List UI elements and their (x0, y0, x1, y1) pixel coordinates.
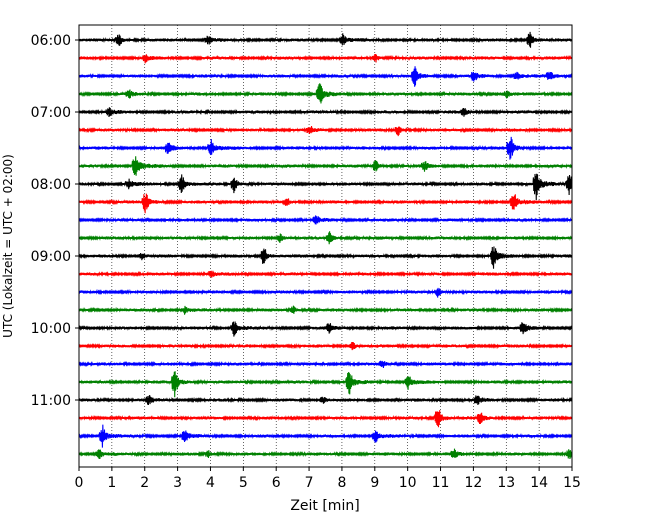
trace-row-0 (78, 31, 573, 48)
x-axis-ticks: 0 1 2 3 4 5 6 7 8 9 10 11 12 13 14 15 (75, 467, 581, 491)
trace-row-21 (78, 410, 573, 428)
y-tick-label-0: 06:00 (31, 33, 71, 49)
x-tick-label-9: 9 (370, 475, 379, 491)
x-tick-label-2: 2 (140, 475, 149, 491)
trace-row-13 (78, 270, 573, 278)
trace-row-12 (78, 246, 573, 269)
x-tick-label-4: 4 (206, 475, 215, 491)
x-tick-label-7: 7 (305, 475, 314, 491)
x-tick-label-15: 15 (563, 475, 581, 491)
x-tick-label-1: 1 (107, 475, 116, 491)
trace-row-7 (78, 156, 573, 176)
trace-row-19 (78, 371, 573, 398)
y-tick-label-5: 11:00 (31, 393, 71, 409)
x-tick-label-0: 0 (75, 475, 84, 491)
x-tick-label-13: 13 (497, 475, 515, 491)
trace-row-6 (78, 136, 573, 160)
trace-row-22 (78, 424, 573, 448)
trace-row-20 (78, 395, 573, 406)
x-tick-label-5: 5 (239, 475, 248, 491)
trace-row-10 (78, 215, 573, 225)
x-axis-label: Zeit [min] (290, 498, 359, 514)
y-axis-ticks: 06:00 07:00 08:00 09:00 10:00 11:00 (31, 33, 79, 409)
trace-row-9 (78, 193, 573, 214)
x-tick-label-3: 3 (173, 475, 182, 491)
y-tick-label-4: 10:00 (31, 321, 71, 337)
x-tick-label-12: 12 (464, 475, 482, 491)
trace-row-14 (78, 287, 573, 298)
y-tick-label-3: 09:00 (31, 249, 71, 265)
x-tick-label-8: 8 (337, 475, 346, 491)
trace-row-8 (78, 173, 573, 201)
x-tick-label-14: 14 (530, 475, 548, 491)
trace-row-15 (78, 305, 573, 315)
y-tick-label-1: 07:00 (31, 105, 71, 121)
trace-row-11 (78, 231, 573, 245)
x-tick-label-11: 11 (432, 475, 450, 491)
x-tick-label-10: 10 (399, 475, 417, 491)
trace-row-5 (78, 125, 573, 137)
trace-row-4 (78, 107, 573, 118)
y-axis-label: UTC (Lokalzeit = UTC + 02:00) (1, 154, 15, 338)
trace-rows (78, 31, 573, 460)
trace-row-23 (78, 448, 573, 460)
plot-frame (78, 24, 573, 468)
trace-row-1 (78, 54, 573, 64)
trace-row-17 (78, 341, 573, 351)
x-tick-label-6: 6 (272, 475, 281, 491)
trace-row-18 (78, 360, 573, 368)
trace-row-2 (78, 66, 573, 87)
trace-row-3 (78, 83, 573, 104)
y-tick-label-2: 08:00 (31, 177, 71, 193)
trace-row-16 (78, 321, 573, 337)
